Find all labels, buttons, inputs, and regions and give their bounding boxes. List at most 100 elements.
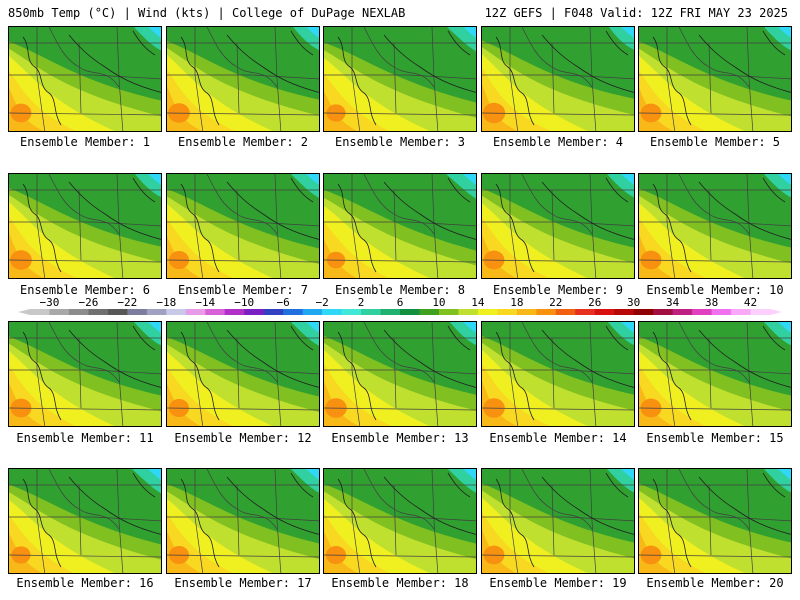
ensemble-member-label: Ensemble Member: 20 [646,576,784,590]
temperature-map [9,27,161,131]
colorbar-tick-label: 6 [397,296,404,309]
colorbar-tick-label: −2 [315,296,328,309]
temperature-map [324,322,476,426]
colorbar-swatch [127,309,148,315]
ensemble-member-panel [323,321,477,427]
ensemble-member-label: Ensemble Member: 6 [19,283,151,297]
ensemble-member-label: Ensemble Member: 4 [492,135,624,149]
ensemble-member-label: Ensemble Member: 10 [646,283,784,297]
ensemble-member-panel [481,321,635,427]
colorbar-tick-label: 38 [705,296,718,309]
colorbar-tick-label: 26 [588,296,601,309]
colorbar-tick-label: −10 [234,296,254,309]
colorbar-swatch [341,309,362,315]
colorbar-swatch [166,309,187,315]
temperature-map [9,322,161,426]
ensemble-member-panel [8,321,162,427]
ensemble-member-label: Ensemble Member: 5 [649,135,781,149]
colorbar-left-arrow [18,309,30,315]
ensemble-member-label: Ensemble Member: 13 [331,431,469,445]
ensemble-member-panel [481,173,635,279]
ensemble-member-label: Ensemble Member: 8 [334,283,466,297]
colorbar-tick-label: −26 [78,296,98,309]
ensemble-member-label: Ensemble Member: 7 [177,283,309,297]
colorbar-swatch [692,309,713,315]
colorbar-swatch [653,309,674,315]
ensemble-member-panel [323,26,477,132]
colorbar-swatch [438,309,459,315]
colorbar-tick-label: 14 [471,296,485,309]
ensemble-member-label: Ensemble Member: 1 [19,135,151,149]
ensemble-member-panel [638,173,792,279]
colorbar-tick-label: 42 [744,296,757,309]
temperature-map [324,174,476,278]
colorbar-swatch [302,309,323,315]
ensemble-member-panel [166,173,320,279]
ensemble-member-label: Ensemble Member: 3 [334,135,466,149]
colorbar-swatch [380,309,401,315]
ensemble-member-label: Ensemble Member: 17 [174,576,312,590]
colorbar-swatch [477,309,498,315]
colorbar-swatch [731,309,752,315]
ensemble-member-label: Ensemble Member: 14 [489,431,627,445]
temperature-map [324,469,476,573]
colorbar-tick-label: 2 [358,296,365,309]
ensemble-member-panel [638,468,792,574]
temperature-map [167,322,319,426]
colorbar-swatch [419,309,440,315]
colorbar-swatch [68,309,89,315]
colorbar-swatch [516,309,537,315]
colorbar-swatch [244,309,265,315]
ensemble-member-label: Ensemble Member: 11 [16,431,154,445]
temperature-map [482,469,634,573]
colorbar-tick-label: 10 [432,296,445,309]
ensemble-member-panel [166,468,320,574]
ensemble-member-panel [8,468,162,574]
ensemble-member-label: Ensemble Member: 15 [646,431,784,445]
temperature-map [9,469,161,573]
temperature-map [482,322,634,426]
colorbar-tick-label: −30 [40,296,60,309]
ensemble-member-label: Ensemble Member: 9 [492,283,624,297]
ensemble-member-label: Ensemble Member: 2 [177,135,309,149]
colorbar-swatch [594,309,615,315]
colorbar-swatch [283,309,304,315]
temperature-map [482,174,634,278]
map-title: 850mb Temp (°C) | Wind (kts) | College o… [8,6,406,20]
temperature-map [9,174,161,278]
colorbar-swatch [322,309,343,315]
temperature-map [639,174,791,278]
colorbar-swatch [88,309,109,315]
colorbar-swatch [497,309,518,315]
temperature-map [167,469,319,573]
colorbar-tick-label: 30 [627,296,640,309]
colorbar-swatch [185,309,206,315]
colorbar-tick-label: −22 [117,296,137,309]
colorbar-swatch [672,309,693,315]
ensemble-member-panel [8,173,162,279]
ensemble-member-panel [323,468,477,574]
temperature-map [639,27,791,131]
colorbar-swatch [536,309,557,315]
ensemble-member-label: Ensemble Member: 12 [174,431,312,445]
colorbar-tick-label: 22 [549,296,562,309]
ensemble-member-label: Ensemble Member: 19 [489,576,627,590]
ensemble-member-label: Ensemble Member: 16 [16,576,154,590]
ensemble-member-panel [166,26,320,132]
colorbar-swatch [263,309,284,315]
temperature-map [324,27,476,131]
colorbar-swatch [555,309,576,315]
colorbar-swatch [614,309,635,315]
model-valid-time: 12Z GEFS | F048 Valid: 12Z FRI MAY 23 20… [484,6,788,20]
colorbar-swatch [750,309,771,315]
temperature-map [639,322,791,426]
ensemble-member-panel [638,321,792,427]
colorbar-tick-label: −14 [195,296,215,309]
ensemble-member-panel [8,26,162,132]
colorbar-swatch [458,309,479,315]
temperature-colorbar: −30 −26 −22 −18 −14 −10 −6 −2 2 6 10 14 18 22 26 30 34 38… [18,296,782,315]
temperature-map [482,27,634,131]
colorbar-swatch [400,309,420,315]
colorbar-swatch [575,309,596,315]
colorbar-swatch [146,309,167,315]
